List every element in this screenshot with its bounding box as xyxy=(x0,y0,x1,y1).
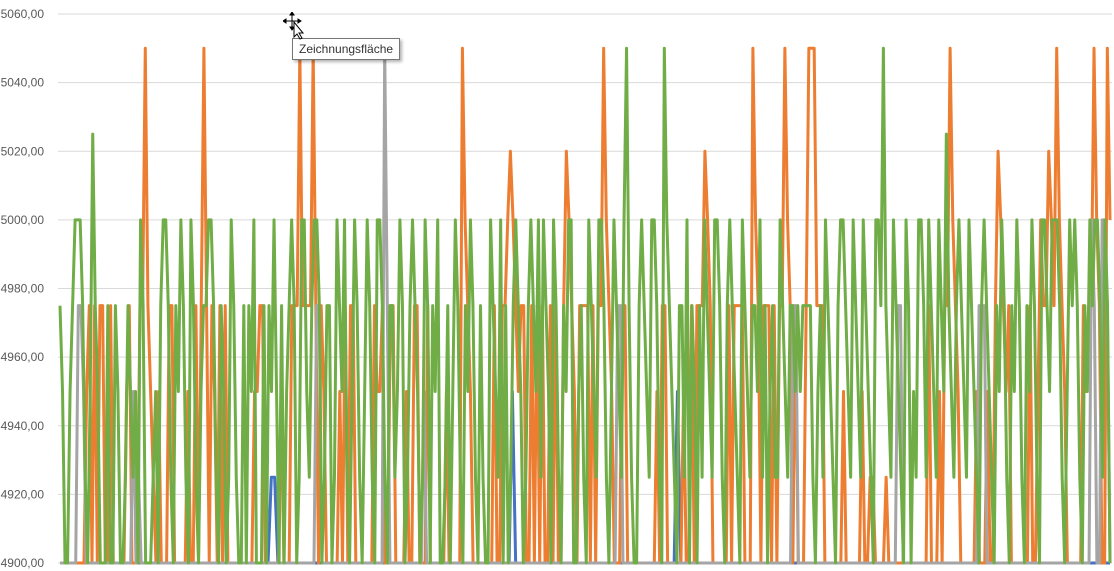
move-arrow-cursor-icon xyxy=(283,12,305,40)
y-tick-label: 4940,00 xyxy=(1,419,45,433)
y-tick-label: 5000,00 xyxy=(1,213,45,227)
plot-area[interactable] xyxy=(58,46,1112,565)
y-tick-label: 5040,00 xyxy=(1,76,45,90)
y-tick-label: 5020,00 xyxy=(1,144,45,158)
y-tick-label: 4900,00 xyxy=(1,556,45,570)
series-line-4[interactable] xyxy=(58,46,1112,565)
y-tick-label: 4920,00 xyxy=(1,487,45,501)
y-axis: 4900,00 4920,00 4940,00 4960,00 4980,00 5000,… xyxy=(1,7,45,570)
y-tick-label: 4980,00 xyxy=(1,282,45,296)
y-tick-label: 4960,00 xyxy=(1,350,45,364)
y-tick-label: 5060,00 xyxy=(1,7,45,21)
plot-area-tooltip: Zeichnungsfläche xyxy=(292,38,401,60)
